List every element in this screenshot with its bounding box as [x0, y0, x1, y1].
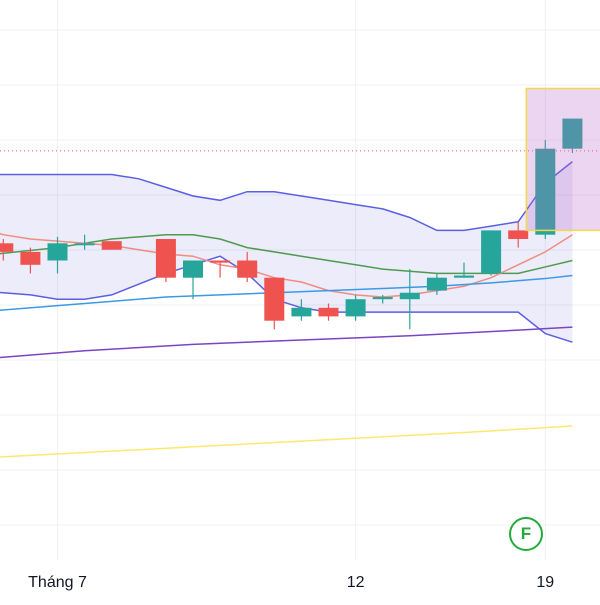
flag-marker-icon[interactable]: F [509, 517, 543, 551]
bollinger-band-fill [0, 161, 573, 343]
highlight-zone[interactable] [525, 87, 600, 232]
candle-body [237, 260, 258, 278]
indicator-line-0 [0, 161, 573, 232]
candle-body [101, 241, 122, 250]
candle-body [345, 299, 366, 317]
candle-body [0, 243, 14, 252]
candle-up[interactable] [74, 234, 95, 250]
candle-down[interactable] [318, 303, 339, 321]
candle-down[interactable] [155, 239, 176, 282]
candle-up[interactable] [183, 260, 203, 300]
candle-body [291, 307, 312, 317]
candle-up[interactable] [372, 294, 393, 304]
candle-up[interactable] [47, 236, 68, 274]
candle-body [155, 239, 176, 278]
candle-body [481, 230, 502, 274]
candle-down[interactable] [101, 241, 122, 250]
candle-up[interactable] [481, 230, 502, 276]
candle-up[interactable] [426, 273, 447, 295]
candle-up[interactable] [399, 269, 420, 330]
candle-body [20, 251, 41, 265]
indicator-line-4 [0, 274, 573, 311]
candle-body [399, 292, 420, 300]
candle-up[interactable] [535, 140, 556, 239]
candle-body [183, 260, 203, 278]
x-axis-tick-label: 19 [536, 574, 554, 591]
indicator-line-5 [0, 326, 573, 359]
candle-body [47, 243, 68, 261]
candle-body [535, 148, 556, 235]
candle-up[interactable] [454, 262, 474, 278]
x-axis-tick-label: 12 [347, 574, 365, 591]
candle-down[interactable] [20, 247, 41, 274]
candle-down[interactable] [264, 277, 285, 330]
x-axis-tick-label: Tháng 7 [28, 574, 87, 591]
candle-up[interactable] [291, 299, 312, 321]
candle-up[interactable] [562, 118, 583, 153]
candle-body [508, 230, 529, 239]
candle-body [264, 277, 285, 321]
candle-down[interactable] [508, 221, 529, 248]
indicator-line-6 [0, 425, 573, 458]
candle-body [454, 275, 474, 278]
candle-body [210, 260, 231, 263]
candle-down[interactable] [0, 239, 14, 261]
candle-body [318, 307, 339, 317]
candle-body [372, 297, 393, 300]
candle-up[interactable] [345, 294, 366, 321]
candle-down[interactable] [210, 260, 231, 278]
candle-down[interactable] [237, 251, 258, 282]
candle-body [426, 277, 447, 291]
candle-body [74, 243, 95, 246]
candle-body [562, 118, 583, 149]
